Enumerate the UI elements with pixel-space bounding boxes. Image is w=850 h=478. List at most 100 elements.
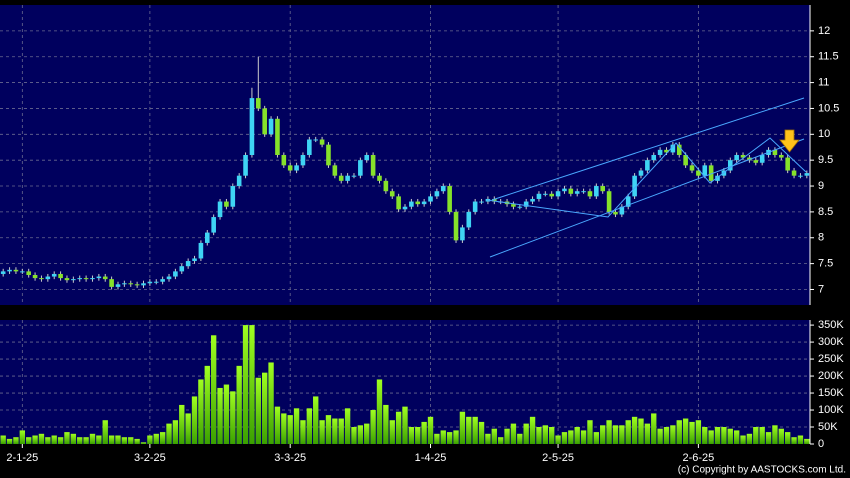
candle-body — [64, 278, 70, 281]
volume-bar — [727, 428, 733, 444]
candle-body — [664, 149, 669, 153]
volume-bar — [421, 421, 427, 444]
volume-bar — [51, 435, 57, 444]
candle-body — [13, 269, 19, 272]
price-panel — [0, 5, 810, 305]
volume-bar — [6, 438, 13, 444]
volume-bar — [262, 372, 268, 444]
volume-bar — [702, 427, 708, 444]
candle-body — [727, 160, 733, 171]
volume-bar — [778, 428, 784, 444]
candle-body — [434, 191, 440, 197]
volume-bar — [714, 427, 721, 444]
volume-bar — [395, 411, 402, 444]
volume-bar — [121, 437, 128, 444]
volume-bar — [459, 411, 466, 444]
volume-bar — [83, 437, 89, 444]
volume-bar — [26, 437, 32, 444]
candle-body — [185, 261, 191, 267]
volume-bar — [415, 427, 421, 444]
candle-body — [383, 180, 389, 192]
y2-tick-label: 350K — [818, 319, 844, 331]
volume-bar — [536, 427, 542, 444]
candle-body — [562, 188, 567, 192]
candle-body — [90, 278, 95, 280]
candle-body — [702, 165, 708, 176]
volume-bar — [676, 420, 682, 444]
volume-bar — [364, 423, 370, 444]
signal-arrow — [779, 129, 800, 153]
candle-body — [708, 165, 714, 181]
volume-bar — [504, 428, 510, 444]
y-tick-label: 7.5 — [818, 258, 833, 270]
volume-bar — [38, 433, 45, 444]
y2-tick-label: 100K — [818, 404, 844, 416]
candle-body — [287, 165, 293, 171]
volume-bar — [574, 427, 580, 444]
volume-bar — [708, 430, 714, 444]
x-tick-label: 2-6-25 — [682, 452, 714, 464]
volume-bar — [466, 416, 472, 444]
candle-body — [491, 198, 497, 202]
volume-bar — [319, 420, 325, 444]
volume-bar — [625, 420, 631, 444]
candle-body — [472, 201, 478, 212]
volume-bar — [293, 408, 300, 444]
volume-bar — [268, 362, 274, 444]
volume-bar — [440, 430, 446, 444]
candle-body — [479, 201, 484, 203]
candle-body — [192, 258, 197, 262]
volume-bar — [478, 421, 485, 444]
candle-body — [262, 108, 267, 135]
candle-body — [332, 165, 338, 176]
candle-body — [77, 278, 83, 280]
candle-body — [594, 186, 599, 197]
volume-bar — [408, 427, 415, 444]
volume-bar — [172, 420, 179, 444]
candle-body — [26, 271, 31, 275]
volume-bar — [606, 420, 612, 444]
candle-body — [460, 227, 465, 241]
volume-bar — [77, 437, 83, 444]
volume-bar — [45, 437, 51, 444]
candle-body — [122, 283, 127, 285]
candle-body — [804, 173, 810, 176]
volume-bar — [287, 415, 293, 444]
volume-bar — [89, 433, 96, 444]
volume-bar — [804, 438, 810, 444]
volume-bar — [644, 423, 651, 444]
volume-bar — [274, 406, 281, 444]
candle-body — [236, 175, 242, 187]
candle-body — [313, 139, 319, 141]
candle-body — [517, 206, 523, 208]
candle-body — [102, 276, 108, 280]
candle-body — [166, 276, 172, 280]
volume-bar — [344, 408, 351, 444]
x-tick-label: 2-1-25 — [6, 452, 38, 464]
volume-bar — [593, 432, 600, 444]
volume-bar — [733, 430, 740, 444]
candle-body — [20, 271, 25, 273]
volume-bar — [631, 416, 638, 444]
y-tick-label: 11 — [818, 76, 829, 88]
volume-bar — [765, 432, 772, 444]
candle-body — [147, 281, 153, 284]
candle-body — [428, 196, 433, 202]
volume-bar — [434, 433, 440, 444]
volume-bar — [96, 435, 102, 444]
candle-body — [345, 175, 350, 181]
candle-body — [128, 283, 134, 285]
volume-bar — [791, 437, 797, 444]
volume-bar — [223, 384, 230, 444]
candle-body — [389, 191, 395, 197]
candle-body — [543, 193, 548, 195]
volume-bar — [332, 418, 338, 444]
volume-bar — [797, 435, 804, 444]
volume-bar — [166, 423, 172, 444]
candle-body — [71, 279, 76, 281]
candle-body — [600, 186, 606, 192]
candle-body — [230, 186, 236, 207]
volume-bar — [147, 435, 153, 444]
volume-bar — [542, 425, 548, 444]
